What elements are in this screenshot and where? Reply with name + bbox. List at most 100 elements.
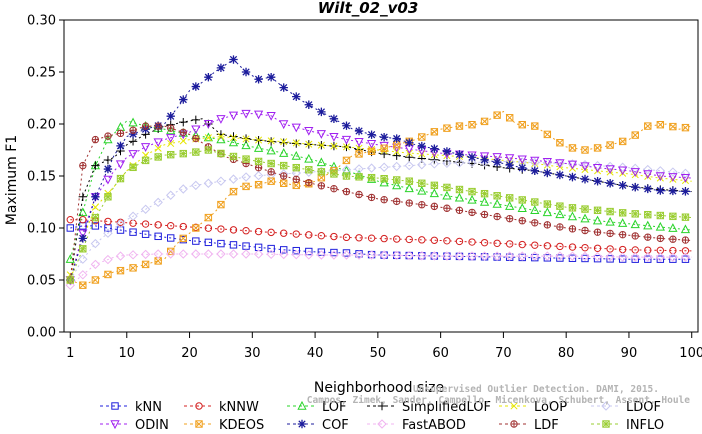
point-FastABOD-81 xyxy=(567,251,578,261)
point-FastABOD-17 xyxy=(166,249,176,259)
point-FastABOD-19 xyxy=(178,249,188,259)
point-LOF-63 xyxy=(454,192,465,202)
point-FastABOD-63 xyxy=(454,251,465,261)
point-kNN-23 xyxy=(204,238,213,247)
point-LDF-3 xyxy=(79,161,87,170)
point-ODIN-81 xyxy=(567,160,578,170)
point-KDEOS-49 xyxy=(367,147,376,156)
point-kNNW-1 xyxy=(66,215,74,224)
legend-item-LDOF: LDOF xyxy=(591,400,661,415)
point-KDEOS-73 xyxy=(518,120,526,129)
point-INFLO-89 xyxy=(618,209,627,217)
point-INFLO-25 xyxy=(217,149,225,158)
point-LDOF-17 xyxy=(166,190,176,200)
point-KDEOS-47 xyxy=(355,150,363,158)
series-line-LOF xyxy=(69,120,692,260)
point-ODIN-87 xyxy=(605,165,615,174)
point-LDF-55 xyxy=(405,199,413,207)
point-LOF-43 xyxy=(329,161,339,171)
point-LoOP-17 xyxy=(167,139,175,148)
point-kNNW-9 xyxy=(116,218,125,226)
point-ODIN-45 xyxy=(341,135,352,145)
point-LOF-11 xyxy=(128,117,138,127)
point-LDOF-89 xyxy=(617,162,628,172)
point-ODIN-99 xyxy=(680,173,691,183)
point-KDEOS-3 xyxy=(79,281,87,289)
point-LDOF-63 xyxy=(454,158,465,168)
point-kNN-37 xyxy=(292,246,300,255)
point-KDEOS-51 xyxy=(380,144,388,152)
point-FastABOD-53 xyxy=(391,250,402,261)
point-ODIN-9 xyxy=(115,160,126,170)
point-FastABOD-83 xyxy=(580,251,590,262)
point-INFLO-31 xyxy=(254,157,263,166)
point-FastABOD-41 xyxy=(316,250,327,260)
point-COF-55 xyxy=(405,138,414,147)
point-ODIN-67 xyxy=(479,152,490,162)
series-line-LDF xyxy=(69,125,692,281)
point-kNN-91 xyxy=(631,255,639,263)
point-kNNW-55 xyxy=(405,235,413,244)
point-LDF-83 xyxy=(581,226,589,235)
point-kNNW-7 xyxy=(104,217,112,226)
point-LOF-25 xyxy=(216,134,226,144)
point-SimplifiedLOF-35 xyxy=(279,138,288,147)
point-kNNW-69 xyxy=(493,239,501,247)
point-kNN-27 xyxy=(229,241,238,249)
point-KDEOS-79 xyxy=(556,139,564,147)
point-FastABOD-33 xyxy=(266,249,276,260)
point-FastABOD-15 xyxy=(153,249,163,259)
point-FastABOD-69 xyxy=(492,251,502,261)
point-LOF-57 xyxy=(417,185,427,195)
point-SimplifiedLOF-55 xyxy=(405,153,414,162)
point-KDEOS-5 xyxy=(91,276,100,284)
point-FastABOD-7 xyxy=(103,254,113,265)
point-INFLO-35 xyxy=(280,161,288,170)
point-LOF-81 xyxy=(567,211,578,221)
point-LoOP-27 xyxy=(229,134,238,142)
point-kNNW-63 xyxy=(455,237,464,246)
point-FastABOD-91 xyxy=(630,252,640,262)
point-FastABOD-1 xyxy=(65,280,75,290)
point-FastABOD-93 xyxy=(643,252,653,262)
point-COF-81 xyxy=(568,172,577,182)
point-LOF-33 xyxy=(266,145,276,155)
point-LDOF-95 xyxy=(655,166,666,176)
point-INFLO-17 xyxy=(167,150,175,159)
point-LOF-95 xyxy=(655,221,665,231)
point-SimplifiedLOF-21 xyxy=(191,115,201,125)
series-kNNW xyxy=(66,215,692,255)
point-KDEOS-35 xyxy=(280,179,288,187)
point-kNN-5 xyxy=(91,222,100,230)
point-INFLO-63 xyxy=(455,185,464,194)
point-FastABOD-49 xyxy=(366,250,377,260)
point-kNN-79 xyxy=(556,254,564,262)
point-KDEOS-11 xyxy=(129,264,137,272)
point-kNNW-57 xyxy=(418,236,426,244)
point-INFLO-55 xyxy=(405,177,413,185)
point-COF-27 xyxy=(229,55,238,64)
point-kNNW-61 xyxy=(443,237,451,245)
point-LDOF-87 xyxy=(605,161,615,172)
point-ODIN-11 xyxy=(128,150,138,159)
legend-label: LDF xyxy=(534,418,559,433)
point-LDOF-29 xyxy=(241,172,251,182)
point-ODIN-37 xyxy=(291,123,301,133)
point-LDOF-15 xyxy=(153,197,163,208)
point-KDEOS-59 xyxy=(430,128,439,136)
point-ODIN-3 xyxy=(78,229,88,239)
point-INFLO-47 xyxy=(355,173,363,181)
point-KDEOS-93 xyxy=(644,122,652,130)
point-INFLO-75 xyxy=(531,198,539,206)
point-ODIN-41 xyxy=(316,130,326,139)
point-ODIN-43 xyxy=(329,132,339,142)
point-SimplifiedLOF-27 xyxy=(229,132,238,141)
point-LOF-37 xyxy=(291,150,301,160)
y-axis-label: Maximum F1 xyxy=(4,135,20,225)
point-INFLO-65 xyxy=(468,187,476,196)
point-kNNW-49 xyxy=(367,234,376,242)
point-INFLO-93 xyxy=(644,210,652,219)
point-INFLO-91 xyxy=(631,210,639,218)
point-INFLO-15 xyxy=(154,153,162,161)
point-COF-49 xyxy=(367,130,376,139)
